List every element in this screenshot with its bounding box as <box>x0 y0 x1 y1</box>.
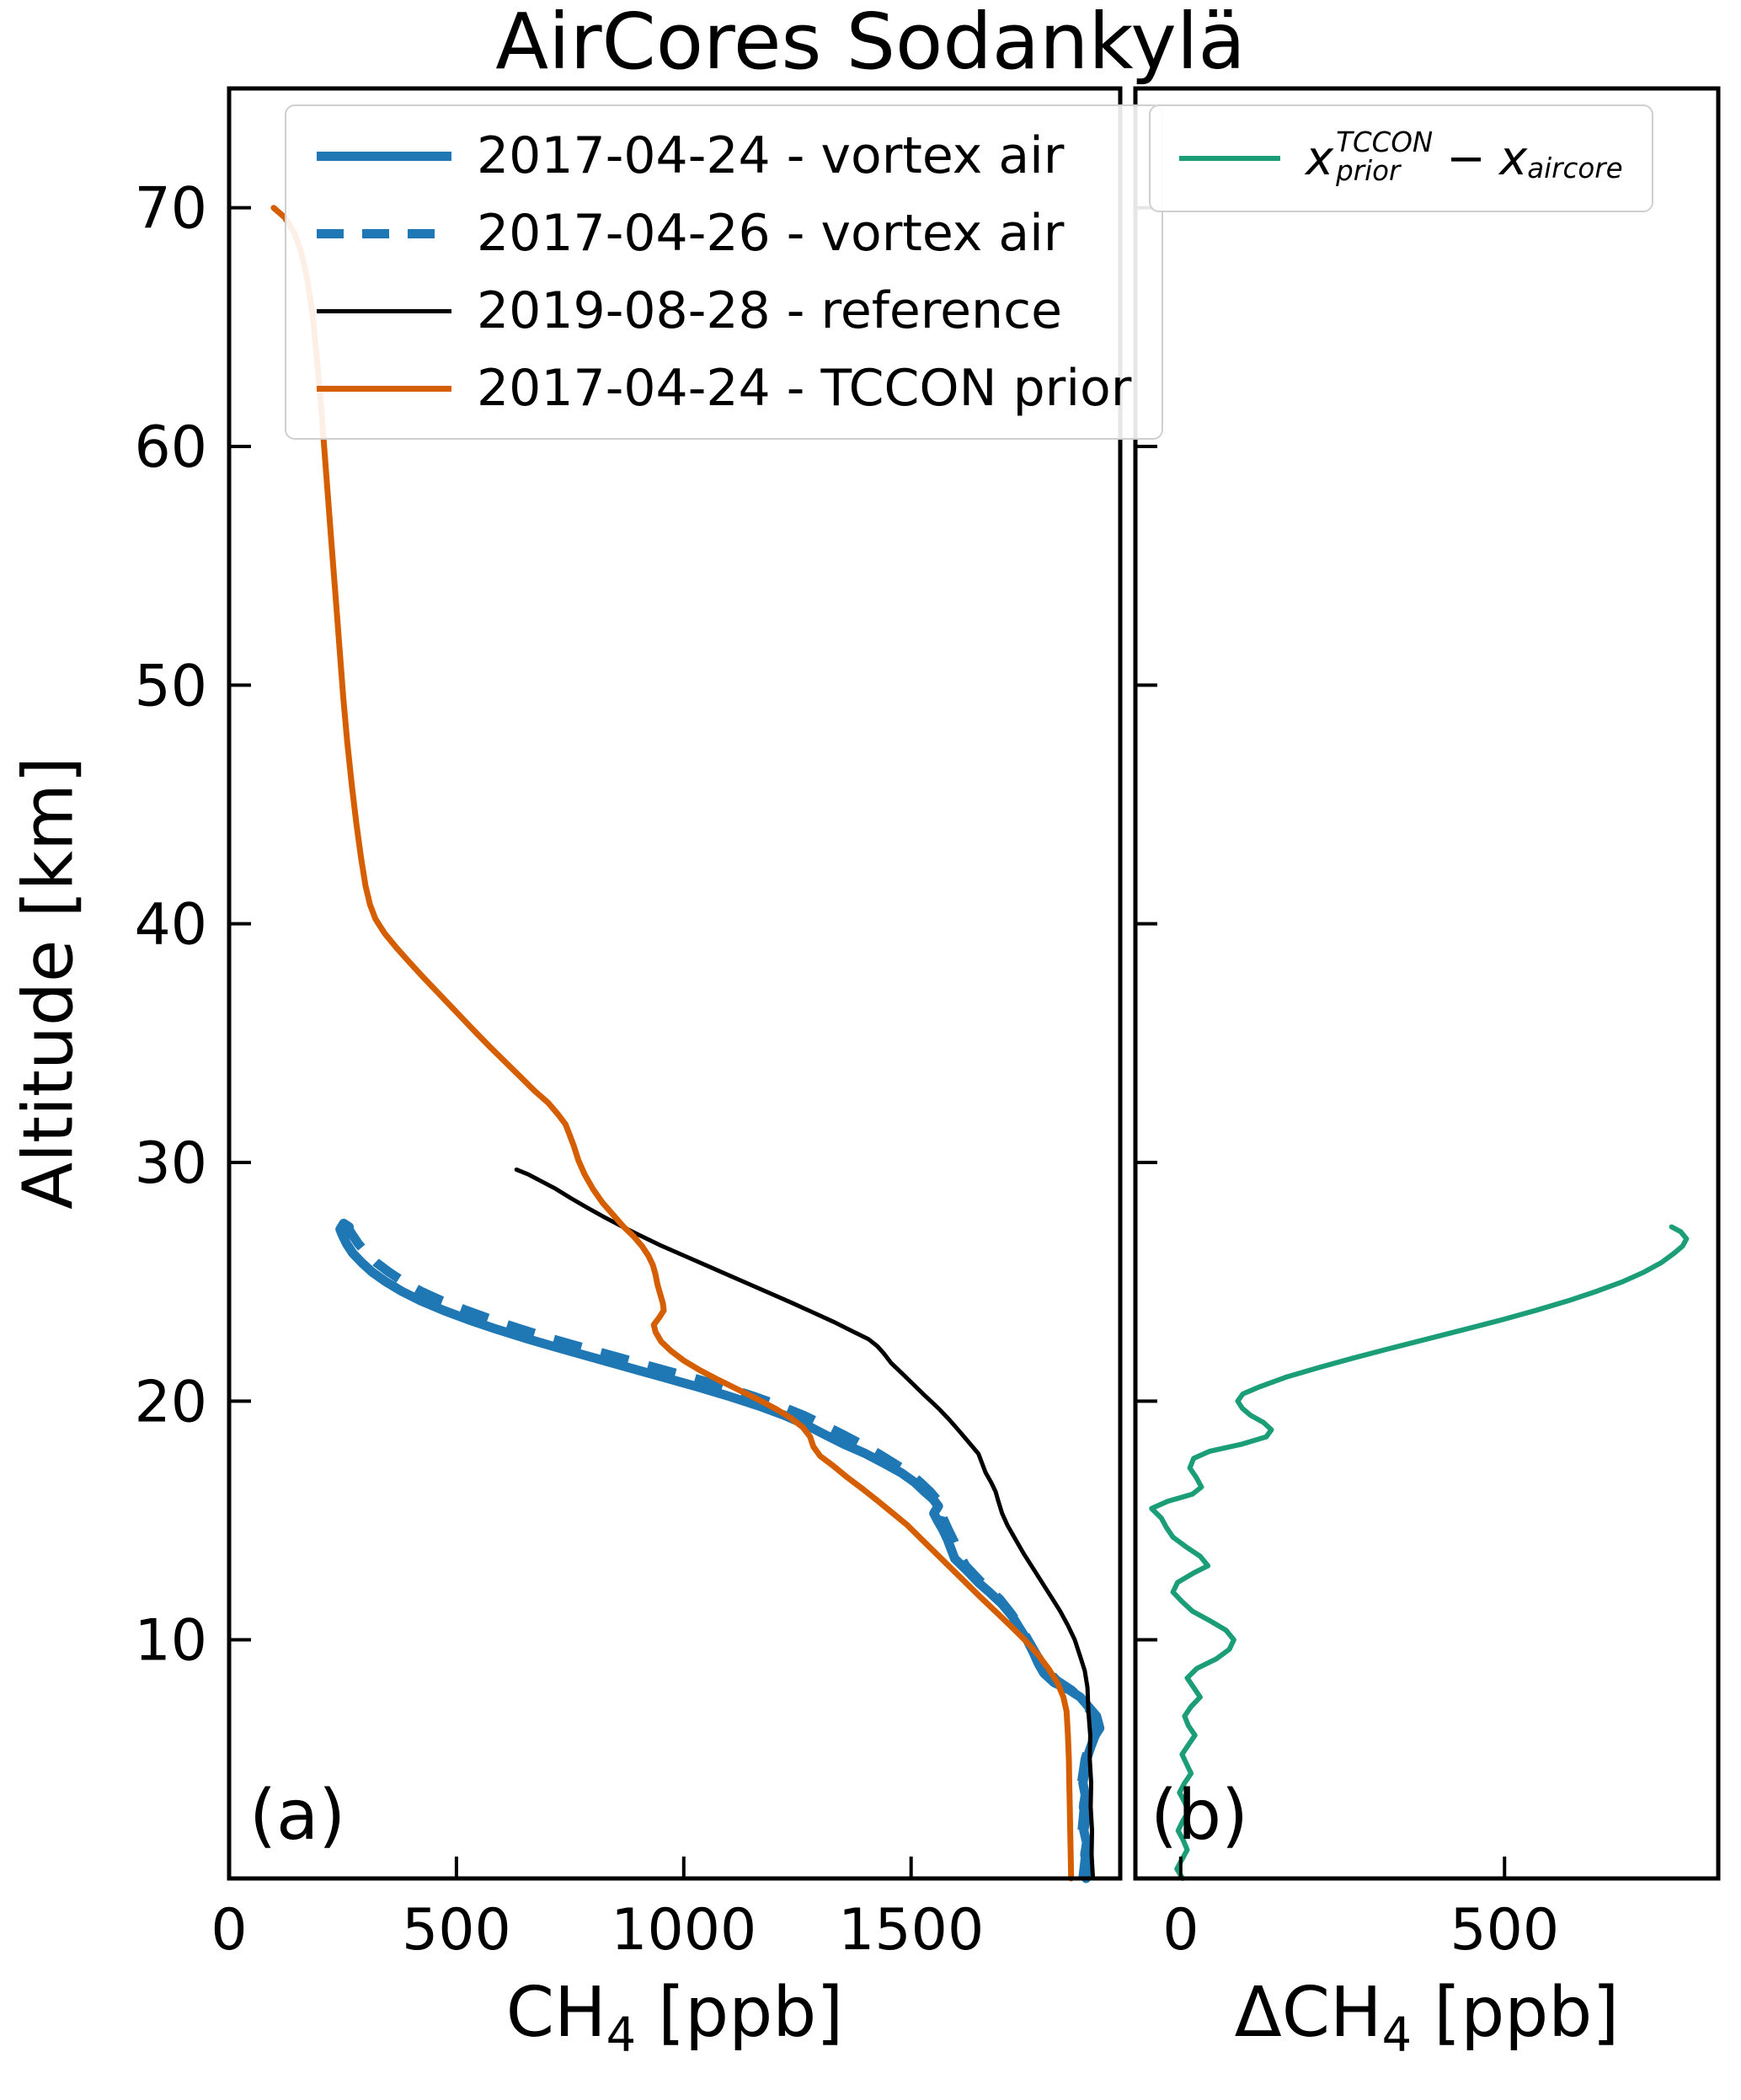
series-line-a-1 <box>344 1226 1102 1879</box>
x-axis-label-ch4: CH4 [ppb] <box>229 1973 1120 2062</box>
legend-item-label: 2017-04-26 - vortex air <box>477 204 1065 263</box>
panel-b-frame <box>1133 86 1721 1881</box>
legend-item-label-math: x TCCON prior − x aircore <box>1306 128 1623 187</box>
legend-item-tccon-prior: 2017-04-24 - TCCON prior <box>317 359 1131 418</box>
math-supsub: TCCON prior <box>1336 128 1433 185</box>
x-axis-label-ch4-sub: 4 <box>606 2007 637 2063</box>
y-tick-label: 60 <box>134 414 207 481</box>
math-sub-aircore: aircore <box>1527 152 1623 185</box>
math-x2: x <box>1499 131 1528 186</box>
chart-title: AirCores Sodankylä <box>495 0 1246 87</box>
legend-line-sample-blue-dashed <box>317 228 451 238</box>
legend-line-sample-green <box>1179 156 1280 162</box>
legend-line-sample-black <box>317 308 451 313</box>
legend-item-vortex-air-0426: 2017-04-26 - vortex air <box>317 204 1131 263</box>
legend-panel-a: 2017-04-24 - vortex air 2017-04-26 - vor… <box>285 104 1164 440</box>
series-line-a-3 <box>270 205 1075 1882</box>
y-axis-label: Altitude [km] <box>8 756 89 1210</box>
x-tick-label: 0 <box>1162 1897 1199 1964</box>
legend-item-reference: 2019-08-28 - reference <box>317 281 1131 340</box>
y-tick-label: 50 <box>134 653 207 719</box>
legend-item-label: 2017-04-24 - vortex air <box>477 126 1065 185</box>
x-axis-label-delta-ch4-unit: [ppb] <box>1412 1973 1620 2053</box>
panel-label-b: (b) <box>1151 1776 1249 1856</box>
series-line-a-2 <box>514 1168 1096 1881</box>
legend-item-vortex-air-0424: 2017-04-24 - vortex air <box>317 126 1131 185</box>
math-sup-tccon: TCCON <box>1336 126 1434 158</box>
legend-item-prior-minus-aircore: x TCCON prior − x aircore <box>1179 128 1623 187</box>
math-minus: − <box>1446 131 1487 186</box>
y-tick-label: 20 <box>134 1369 207 1435</box>
math-x1: x <box>1306 131 1334 186</box>
x-tick-label: 1500 <box>838 1897 984 1964</box>
math-sub-prior: prior <box>1336 155 1401 188</box>
x-tick-label: 0 <box>211 1897 247 1964</box>
x-axis-label-delta-ch4: ΔCH4 [ppb] <box>1135 1973 1718 2062</box>
panel-a-frame <box>227 86 1123 1881</box>
legend-item-label: 2019-08-28 - reference <box>477 281 1062 340</box>
series-line-b-0 <box>1149 1224 1690 1881</box>
x-axis-label-ch4-unit: [ppb] <box>636 1973 844 2053</box>
series-line-a-0 <box>335 1218 1105 1884</box>
y-tick-label: 10 <box>134 1608 207 1675</box>
x-tick-label: 500 <box>1450 1897 1559 1964</box>
x-tick-label: 1000 <box>611 1897 756 1964</box>
legend-panel-b: x TCCON prior − x aircore <box>1149 104 1653 213</box>
panel-label-a: (a) <box>249 1776 346 1856</box>
legend-item-label: 2017-04-24 - TCCON prior <box>477 359 1132 418</box>
y-tick-label: 30 <box>134 1130 207 1197</box>
legend-line-sample-orange <box>317 385 451 392</box>
y-tick-label: 40 <box>134 892 207 959</box>
x-axis-label-ch4-base: CH <box>505 1973 606 2053</box>
y-tick-label: 70 <box>134 176 207 243</box>
x-axis-label-delta-ch4-base: ΔCH <box>1234 1973 1382 2053</box>
x-axis-label-delta-ch4-sub: 4 <box>1381 2007 1413 2063</box>
x-tick-label: 500 <box>402 1897 511 1964</box>
legend-line-sample-blue-solid <box>317 151 451 161</box>
